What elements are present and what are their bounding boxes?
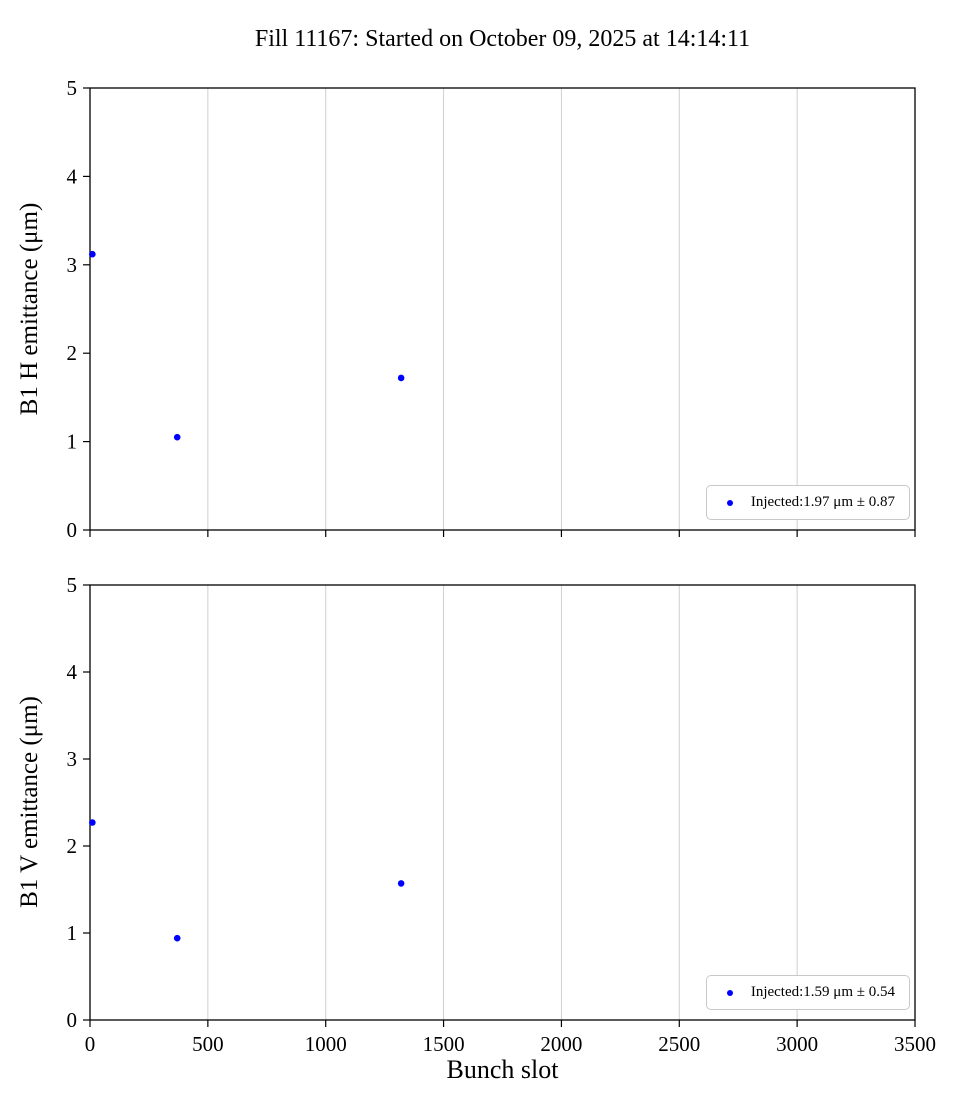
data-point [89,250,96,258]
data-point [89,819,96,826]
y-tick-label: 2 [67,341,78,365]
x-axis-label: Bunch slot [446,1055,559,1084]
legend-label-top: Injected:1.97 μm ± 0.87 [750,494,895,510]
x-tick-label: 3500 [894,1032,936,1056]
legend-bottom: Injected:1.59 μm ± 0.54 [705,975,910,1010]
y-tick-label: 1 [67,921,78,945]
y-tick-label: 2 [67,834,78,858]
x-tick-label: 500 [192,1032,224,1056]
x-tick-label: 2000 [540,1032,582,1056]
y-tick-label: 0 [67,1008,78,1032]
data-point [173,934,181,942]
y-tick-label: 4 [67,660,78,684]
axes-frame [89,87,916,531]
legend-marker-icon [726,499,733,506]
y-tick-label: 5 [67,573,78,597]
y-axis-label-bottom: B1 V emittance (μm) [16,696,43,908]
x-tick-label: 1500 [423,1032,465,1056]
data-point [397,880,405,887]
x-tick-label: 2500 [658,1032,700,1056]
y-tick-label: 3 [67,747,78,771]
axes-frame [89,584,916,1021]
y-axis-label-top: B1 H emittance (μm) [16,202,43,416]
x-tick-label: 3000 [776,1032,818,1056]
y-tick-label: 1 [67,430,78,454]
legend-top: Injected:1.97 μm ± 0.87 [705,485,910,520]
chart-title: Fill 11167: Started on October 09, 2025 … [254,26,751,52]
x-tick-label: 1000 [305,1032,347,1056]
legend-marker-icon [726,989,733,996]
y-tick-label: 4 [67,164,78,188]
legend-label-bottom: Injected:1.59 μm ± 0.54 [750,984,895,1000]
y-tick-label: 3 [67,253,78,277]
y-tick-label: 5 [67,76,78,100]
data-point [397,374,405,382]
x-tick-label: 0 [85,1032,96,1056]
y-tick-label: 0 [67,518,78,542]
data-point [173,433,181,441]
